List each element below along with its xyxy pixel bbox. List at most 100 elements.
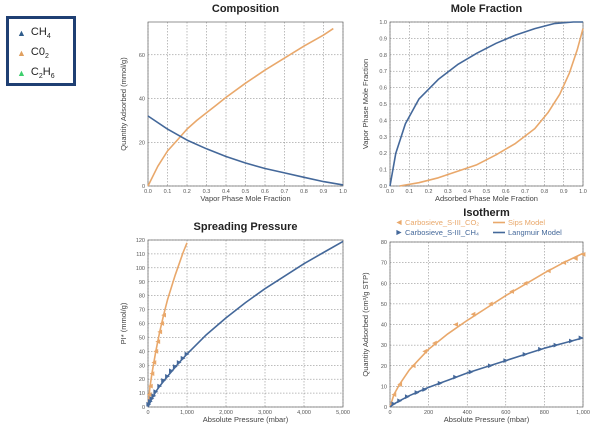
x-tick-label: 0.3 <box>444 189 452 195</box>
data-point-ch4 <box>180 355 186 361</box>
series-line-ch4 <box>147 240 344 408</box>
triangle-marker-icon: ▲ <box>17 47 26 58</box>
data-point-ch4 <box>149 396 155 402</box>
legend-entry-label: Langmuir Model <box>508 228 562 237</box>
data-point-ch4 <box>487 363 493 369</box>
data-point-ch4 <box>176 360 182 365</box>
x-tick-label: 400 <box>463 410 472 416</box>
data-point-co2 <box>580 251 586 257</box>
y-tick-label: 20 <box>381 364 387 370</box>
series-line-co2 <box>147 242 188 408</box>
x-tick-label: 0.7 <box>521 189 529 195</box>
x-tick-label: 4,000 <box>297 410 311 416</box>
y-tick-label: 120 <box>136 238 145 244</box>
data-point-co2 <box>509 289 514 294</box>
y-tick-label: 0.6 <box>379 86 387 92</box>
y-tick-label: 110 <box>136 252 145 258</box>
data-point-ch4 <box>503 358 509 363</box>
data-point-ch4 <box>161 378 166 383</box>
data-point-co2 <box>487 301 493 307</box>
y-tick-label: 0 <box>142 405 145 411</box>
data-point-ch4 <box>437 380 443 386</box>
y-tick-label: 0.2 <box>379 151 387 157</box>
y-tick-label: 0.4 <box>379 118 387 124</box>
legend-label-co2: C02 <box>30 46 49 61</box>
data-point-co2 <box>545 268 551 274</box>
y-tick-label: 1.0 <box>379 20 387 26</box>
chart-panel-3: Isotherm 0 200 400 600 800 1,000 0 10 20 30 40 50 60 7… <box>361 207 590 424</box>
triangle-marker-icon: ▲ <box>17 67 26 78</box>
triangle-marker-icon: ▲ <box>17 27 26 38</box>
data-point-ch4 <box>184 351 190 357</box>
y-tick-label: 80 <box>381 240 387 246</box>
series-line-co2 <box>147 27 334 187</box>
x-tick-label: 0.8 <box>300 189 308 195</box>
data-point-co2 <box>157 329 163 335</box>
data-point-co2 <box>147 383 153 389</box>
data-point-ch4 <box>397 398 403 404</box>
y-tick-label: 10 <box>139 391 145 397</box>
legend-item-co2: ▲ C02 <box>17 46 49 60</box>
y-tick-label: 0.0 <box>379 184 387 190</box>
x-tick-label: 5,000 <box>336 410 350 416</box>
x-tick-label: 600 <box>501 410 510 416</box>
x-tick-label: 200 <box>424 410 433 416</box>
legend-label-c2h6: C2H6 <box>30 66 55 81</box>
y-tick-label: 0 <box>142 184 145 190</box>
y-tick-label: 0 <box>384 405 387 411</box>
series-line-ch4 <box>389 337 584 408</box>
x-tick-label: 0.8 <box>541 189 549 195</box>
x-axis-label: Adsorbed Phase Mole Fraction <box>435 194 538 203</box>
data-point-co2 <box>422 348 428 354</box>
series-line-ch4 <box>389 21 583 187</box>
x-tick-label: 2,000 <box>219 410 233 416</box>
x-tick-label: 0.5 <box>242 189 250 195</box>
data-point-ch4 <box>553 342 559 348</box>
x-tick-label: 3,000 <box>258 410 272 416</box>
chart-title: Isotherm <box>463 207 510 219</box>
data-point-ch4 <box>404 394 410 400</box>
chart-panel-0: Composition 0.0 0.1 0.2 0.3 0.4 0.5 0.6 0.7 0.8 0.… <box>119 3 347 203</box>
x-axis-label: Vapor Phase Mole Fraction <box>200 194 290 203</box>
legend-triangle-mark <box>396 219 402 226</box>
x-tick-label: 0.0 <box>386 189 394 195</box>
y-axis-label: Quantity Adsorbed (mmol/g) <box>119 57 128 151</box>
data-point-ch4 <box>414 390 420 395</box>
plot-frame <box>389 241 584 408</box>
series-line-co2 <box>389 252 584 408</box>
data-point-ch4 <box>151 393 157 399</box>
legend-entry-label: Carbosieve_S-III_CH₄ <box>405 228 479 237</box>
x-axis-label: Absolute Pressure (mbar) <box>444 415 530 424</box>
data-point-co2 <box>522 280 528 286</box>
data-point-co2 <box>151 360 157 365</box>
legend-entry-label: Carbosieve_S-III_CO₂ <box>405 218 479 227</box>
y-tick-label: 60 <box>139 322 145 328</box>
x-tick-label: 0.9 <box>320 189 328 195</box>
y-axis-label: PI* (mmol/g) <box>119 302 128 344</box>
data-point-co2 <box>453 322 459 327</box>
data-point-co2 <box>397 381 403 387</box>
x-tick-label: 0.5 <box>483 189 491 195</box>
x-tick-label: 0.6 <box>502 189 510 195</box>
legend-label-ch4: CH4 <box>30 26 51 41</box>
plot-frame <box>147 21 344 187</box>
chart-panel-1: Mole Fraction 0.0 0.1 0.2 0.3 0.4 0.5 0.6 0.7 0.8… <box>361 3 587 203</box>
y-tick-label: 0.7 <box>379 69 387 75</box>
x-tick-label: 1.0 <box>339 189 347 195</box>
x-tick-label: 0.2 <box>183 189 191 195</box>
chart-title: Spreading Pressure <box>194 221 298 233</box>
y-tick-label: 50 <box>381 302 387 308</box>
y-tick-label: 60 <box>381 281 387 287</box>
x-tick-label: 800 <box>540 410 549 416</box>
y-tick-label: 10 <box>381 384 387 390</box>
data-point-ch4 <box>172 364 178 370</box>
y-tick-label: 40 <box>139 97 145 103</box>
x-tick-label: 0.2 <box>425 189 433 195</box>
y-tick-label: 20 <box>139 140 145 146</box>
data-point-co2 <box>572 256 578 261</box>
data-point-co2 <box>155 339 161 344</box>
x-tick-label: 1,000 <box>576 410 590 416</box>
y-tick-label: 70 <box>139 308 145 314</box>
x-tick-label: 1.0 <box>579 189 587 195</box>
